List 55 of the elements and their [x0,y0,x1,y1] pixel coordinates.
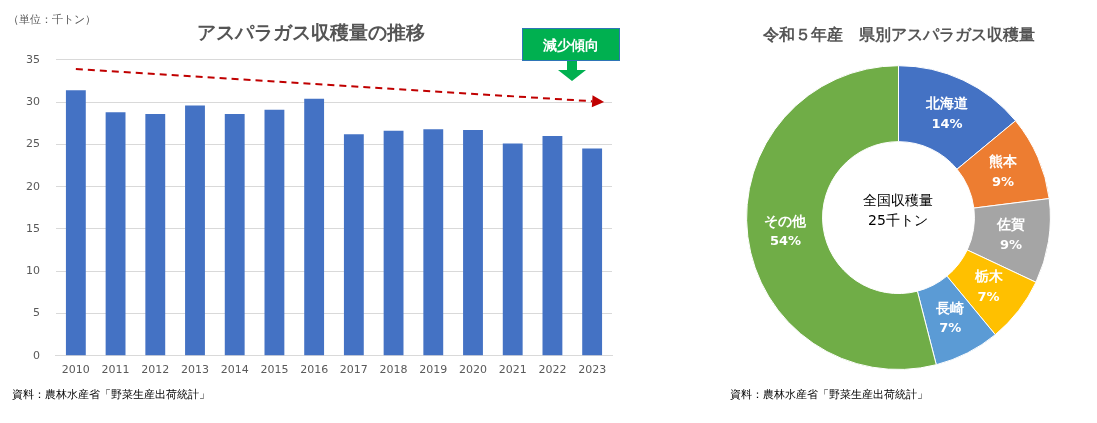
bar [185,105,205,356]
data-label: 7% [977,288,1000,304]
y-tick-label: 15 [26,221,40,235]
slice-label: 栃木 [973,268,1004,285]
bar [304,98,325,356]
y-tick-label: 0 [33,348,40,362]
text: 資料：農林水産省「野菜生産出荷統計」 [730,387,928,402]
text: 減少傾向 [522,28,620,61]
data-label: 9% [992,173,1015,189]
bar [343,134,364,356]
y-axis-title: （単位：千トン） [8,12,96,27]
x-tick-label: 2022 [538,363,567,377]
y-tick-label: 25 [26,137,40,151]
x-tick-label: 2010 [61,363,90,377]
x-tick-label: 2013 [181,363,209,377]
y-tick-label: 30 [26,94,40,108]
text: 資料：農林水産省「野菜生産出荷統計」 [12,387,210,402]
x-tick-label: 2015 [260,363,289,377]
bar [224,113,245,356]
y-tick-label: 20 [26,179,40,193]
x-tick-label: 2019 [419,363,448,377]
data-label: 7% [939,320,962,336]
data-label: 54% [769,233,802,249]
chart-title: アスパラガス収穫量の推移 [197,21,425,44]
x-tick-label: 2012 [141,363,170,377]
bar [463,129,483,356]
text: 全国収穫量 25千トン [862,191,934,230]
bar [582,148,603,356]
bar [383,130,404,356]
bar [542,135,563,356]
x-tick-label: 2023 [578,363,607,377]
bar [145,113,166,356]
data-label: 14% [931,115,963,131]
x-tick-label: 2020 [459,363,487,377]
data-label: 9% [999,236,1023,252]
bar [423,129,444,356]
x-tick-label: 2016 [300,363,329,377]
x-tick-label: 2017 [339,363,368,377]
bar [65,90,86,356]
slice-label: 佐賀 [996,216,1026,233]
x-tick-label: 2014 [220,363,249,377]
bar [502,143,523,356]
y-tick-label: 5 [33,306,40,320]
slice-label: 北海道 [925,95,970,112]
slice-label: その他 [764,212,808,229]
x-tick-label: 2011 [101,363,130,377]
bar [264,109,285,356]
slice-label: 長崎 [935,299,965,316]
slice-label: 熊本 [989,153,1019,169]
x-tick-label: 2018 [379,363,408,377]
y-tick-label: 10 [26,264,40,278]
x-tick-label: 2021 [498,363,527,377]
chart-title: 令和５年産 県別アスパラガス収穫量 [761,24,1035,44]
bar [105,112,126,356]
y-tick-label: 35 [26,52,40,66]
